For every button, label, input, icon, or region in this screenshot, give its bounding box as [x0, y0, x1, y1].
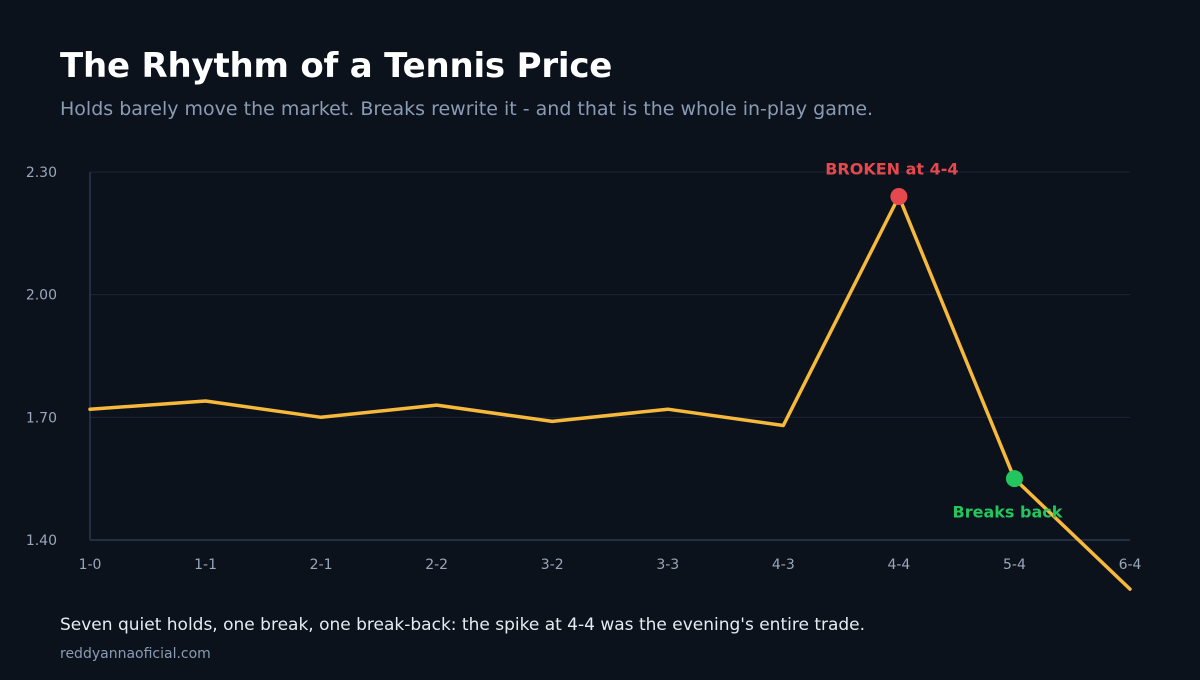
y-tick-label: 2.30 [26, 165, 57, 181]
x-tick-label: 6-4 [1119, 557, 1142, 573]
annotation-label: BROKEN at 4-4 [825, 160, 958, 179]
y-tick-label: 2.00 [26, 288, 57, 304]
x-tick-label: 3-3 [656, 557, 679, 573]
label-layer: BROKEN at 4-4 Breaks back [825, 160, 1063, 522]
x-tick-label: 4-3 [772, 557, 795, 573]
annotation-label: Breaks back [953, 503, 1063, 522]
series-layer [88, 194, 1132, 591]
x-tick-label: 3-2 [541, 557, 564, 573]
chart-footnote: Seven quiet holds, one break, one break-… [60, 615, 866, 635]
source-credit: reddyannaoficial.com [60, 646, 211, 662]
x-tick-label: 4-4 [887, 557, 910, 573]
grid-layer [90, 171, 1130, 541]
marker-layer [890, 188, 1023, 488]
chart-title: The Rhythm of a Tennis Price [60, 46, 613, 86]
x-tick-label: 5-4 [1003, 557, 1026, 573]
x-tick-label: 1-1 [194, 557, 217, 573]
x-tick-label: 2-1 [310, 557, 333, 573]
y-tick-label: 1.70 [26, 410, 57, 426]
x-tick-label: 1-0 [79, 557, 102, 573]
annotation-marker [1005, 470, 1023, 488]
x-tick-label: 2-2 [425, 557, 448, 573]
chart-subtitle: Holds barely move the market. Breaks rew… [60, 98, 874, 120]
series-line [88, 194, 1132, 591]
axis-layer: 1.40 1.70 2.00 2.30 1-0 1-1 2-1 2-2 3-2 3-3 4-3 4-4… [26, 165, 1142, 573]
y-tick-label: 1.40 [26, 533, 57, 549]
annotation-marker [890, 188, 908, 206]
